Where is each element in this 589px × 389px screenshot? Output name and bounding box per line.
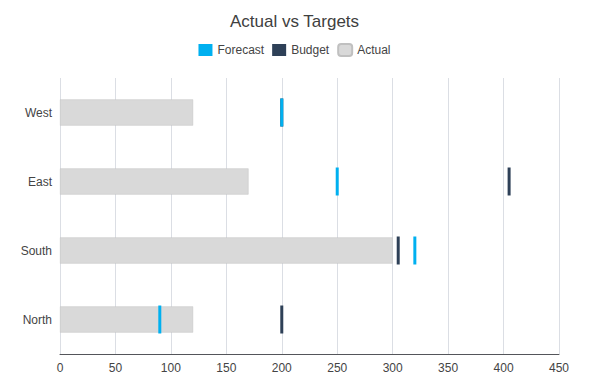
svg-text:Actual: Actual — [357, 43, 390, 57]
svg-text:350: 350 — [438, 361, 458, 375]
svg-text:100: 100 — [161, 361, 181, 375]
svg-text:Forecast: Forecast — [217, 43, 264, 57]
svg-text:East: East — [28, 175, 53, 189]
svg-text:50: 50 — [109, 361, 123, 375]
svg-text:450: 450 — [549, 361, 569, 375]
svg-text:200: 200 — [272, 361, 292, 375]
svg-text:150: 150 — [216, 361, 236, 375]
svg-text:South: South — [21, 244, 52, 258]
svg-text:Budget: Budget — [291, 43, 330, 57]
svg-text:0: 0 — [57, 361, 64, 375]
svg-text:West: West — [25, 106, 53, 120]
svg-text:250: 250 — [327, 361, 347, 375]
svg-text:Actual vs Targets: Actual vs Targets — [230, 12, 359, 31]
svg-text:North: North — [23, 313, 52, 327]
svg-text:400: 400 — [494, 361, 514, 375]
svg-text:300: 300 — [383, 361, 403, 375]
